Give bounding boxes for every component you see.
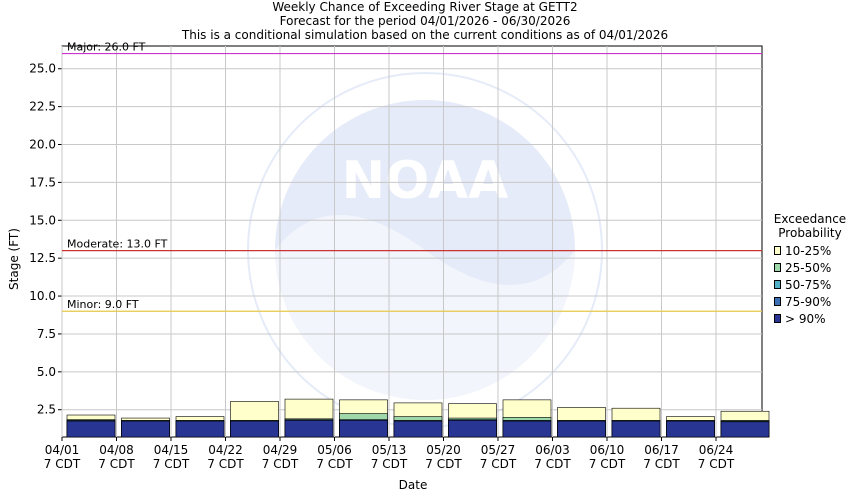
legend-swatch [774,314,781,323]
x-tick-label: 04/08 [99,443,134,457]
legend-swatch [774,246,781,255]
x-tick-label: 06/03 [535,443,570,457]
legend-items: 10-25% 25-50% 50-75% 75-90% > 90% [770,242,850,327]
x-tick-sublabel: 7 CDT [98,457,135,471]
y-tick-label: 17.5 [29,175,56,189]
threshold-label: Major: 26.0 FT [67,41,146,54]
x-tick-sublabel: 7 CDT [698,457,735,471]
watermark-noaa-text: NOAA [342,151,509,211]
bar-segment [175,420,225,438]
legend-label: 25-50% [785,260,832,275]
y-tick-label: 25.0 [29,62,56,76]
x-tick-label: 05/20 [426,443,461,457]
x-tick-label: 05/27 [481,443,516,457]
y-axis-label: Stage (FT) [7,228,21,290]
y-tick-label: 10.0 [29,289,56,303]
x-tick-sublabel: 7 CDT [589,457,626,471]
y-tick-label: 15.0 [29,213,56,227]
bar-segment [284,420,334,438]
y-tick-label: 22.5 [29,100,56,114]
y-tick-label: 2.5 [37,403,56,417]
x-axis-label: Date [398,478,428,492]
legend: Exceedance Probability 10-25% 25-50% 50-75… [770,212,850,327]
legend-label: 75-90% [785,294,832,309]
x-tick-sublabel: 7 CDT [371,457,408,471]
bar-segment [230,420,279,438]
y-tick-label: 12.5 [29,251,56,265]
x-tick-label: 04/29 [263,443,298,457]
x-tick-label: 05/13 [372,443,407,457]
threshold-label: Moderate: 13.0 FT [67,238,168,251]
bar-segment [66,420,116,438]
x-tick-label: 04/01 [45,443,80,457]
bar-segment [557,420,606,438]
x-tick-label: 04/15 [154,443,189,457]
chart-title: Weekly Chance of Exceeding River Stage a… [272,0,578,14]
chart-subtitle: Forecast for the period 04/01/2026 - 06/… [279,14,571,28]
x-tick-label: 06/24 [699,443,734,457]
legend-item: 10-25% [770,242,850,259]
legend-label: > 90% [785,311,826,326]
bar-segment [393,420,443,438]
legend-item: 25-50% [770,259,850,276]
bar-segment [502,420,552,438]
y-tick-label: 20.0 [29,138,56,152]
legend-swatch [774,297,781,306]
x-tick-label: 06/17 [644,443,679,457]
bar-segment [611,420,661,438]
x-tick-sublabel: 7 CDT [643,457,680,471]
x-tick-label: 05/06 [317,443,352,457]
x-tick-sublabel: 7 CDT [480,457,517,471]
x-tick-sublabel: 7 CDT [262,457,299,471]
bar-segment [666,420,715,438]
bar-segment [448,420,497,438]
legend-label: 50-75% [785,277,832,292]
bar-segment [720,421,770,438]
x-tick-sublabel: 7 CDT [316,457,353,471]
legend-item: 50-75% [770,276,850,293]
threshold-label: Minor: 9.0 FT [67,298,139,311]
legend-item: 75-90% [770,293,850,310]
legend-swatch [774,280,781,289]
y-tick-label: 7.5 [37,327,56,341]
x-tick-label: 06/10 [590,443,625,457]
x-tick-sublabel: 7 CDT [44,457,81,471]
legend-label: 10-25% [785,243,832,258]
legend-item: > 90% [770,310,850,327]
legend-swatch [774,263,781,272]
legend-title: Exceedance Probability [770,212,850,240]
legend-title-line1: Exceedance [773,212,847,226]
y-tick-label: 5.0 [37,365,56,379]
bar-segment [121,420,170,438]
x-tick-sublabel: 7 CDT [425,457,462,471]
x-tick-sublabel: 7 CDT [153,457,190,471]
x-tick-label: 04/22 [208,443,243,457]
x-tick-sublabel: 7 CDT [207,457,244,471]
bar-segment [339,420,388,438]
x-tick-sublabel: 7 CDT [534,457,571,471]
chart-note: This is a conditional simulation based o… [181,28,669,42]
legend-title-line2: Probability [778,226,842,240]
